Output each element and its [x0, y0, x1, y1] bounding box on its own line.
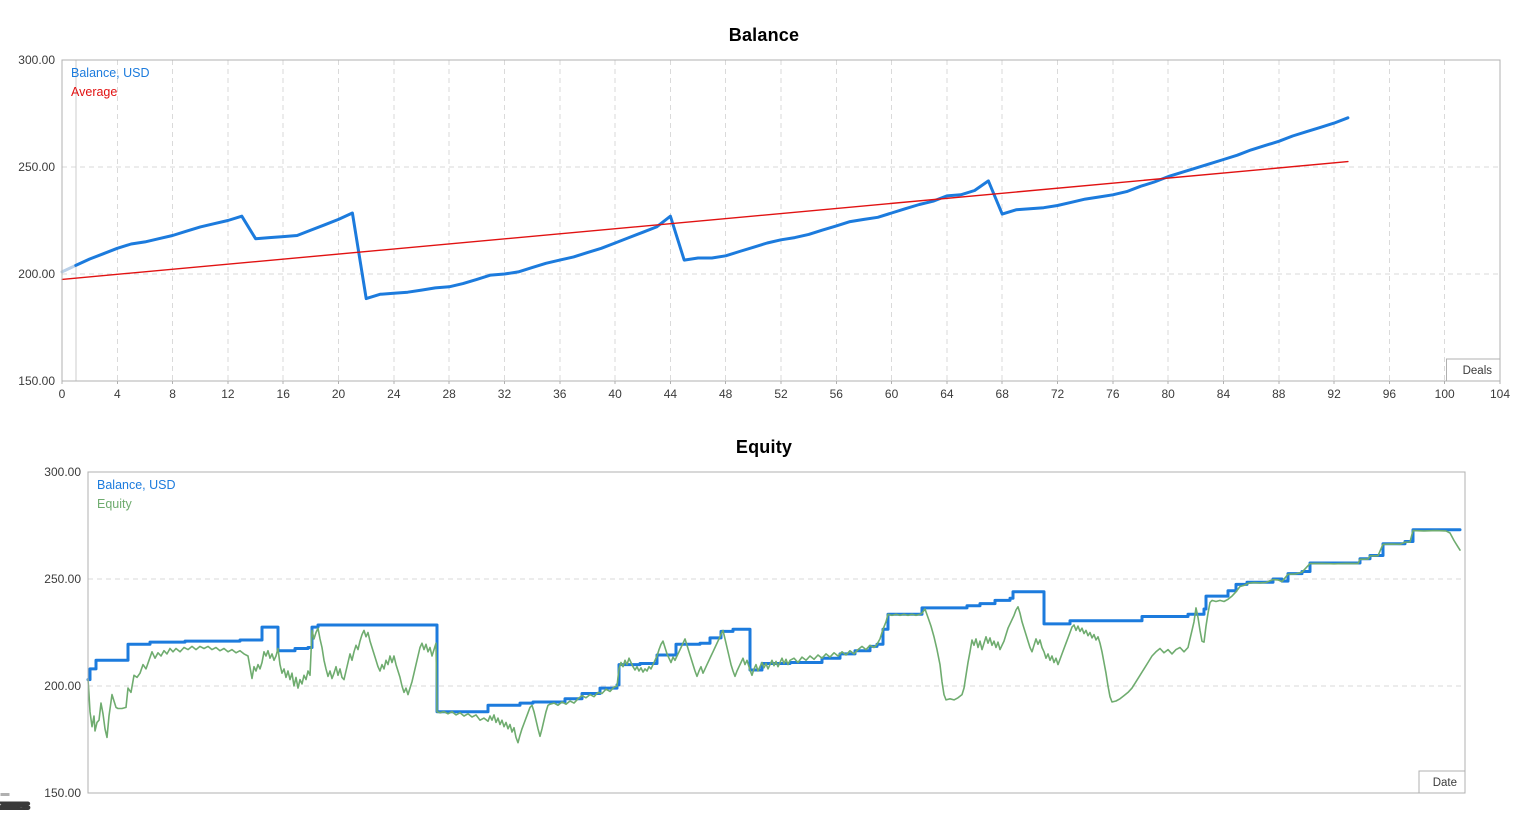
- deals-axis-name: Deals: [1463, 365, 1493, 377]
- x-axis-label: 05.2023: [0, 799, 27, 813]
- y-axis-label: 250.00: [44, 572, 81, 586]
- axis-ticks: [0, 793, 10, 796]
- balance-chart-title: Balance: [728, 25, 800, 45]
- legend-equity: Equity: [97, 497, 132, 511]
- x-axis-label: 8: [169, 387, 176, 401]
- axis-name-box: [1418, 770, 1466, 794]
- x-axis-label: 36: [553, 387, 567, 401]
- x-axis-labels: 0 4 8 12 16 20 24 28 32 36 40 44 48 52 56 60 64 68 72 76 80 8…: [59, 387, 1511, 401]
- x-axis-label: 04.2023: [0, 799, 26, 813]
- x-axis-label: 88: [1272, 387, 1286, 401]
- y-axis-label: 150.00: [18, 374, 55, 388]
- x-axis-label: 92: [1327, 387, 1341, 401]
- x-axis-label: 09.2023: [0, 799, 31, 813]
- y-axis-label: 200.00: [18, 267, 55, 281]
- axis-ticks: [61, 381, 1501, 384]
- x-axis-label: 48: [719, 387, 733, 401]
- x-axis-label: 04.2023: [0, 799, 26, 813]
- plot-background: [62, 60, 1500, 381]
- equity-chart-title: Equity: [735, 437, 793, 457]
- y-axis-label: 200.00: [44, 679, 81, 693]
- x-axis-label: 56: [830, 387, 844, 401]
- y-axis-label: 250.00: [18, 160, 55, 174]
- x-axis-label: 06.2023: [0, 799, 28, 813]
- date-axis-name: Date: [1433, 777, 1457, 789]
- x-axis-label: 05.2023: [0, 799, 27, 813]
- x-axis-label: 16: [277, 387, 291, 401]
- x-axis-label: 02.2023: [0, 799, 24, 813]
- balance-step-line: [86, 528, 1462, 714]
- x-axis-label: 01.2023: [0, 799, 23, 813]
- x-axis-label: 60: [885, 387, 899, 401]
- equity-line: [87, 529, 1461, 744]
- x-axis-label: 03.2023: [0, 799, 25, 813]
- plot-background: [88, 472, 1465, 793]
- plot-border: [87, 471, 1466, 794]
- legend-balance-usd: Balance, USD: [71, 66, 150, 80]
- balance-initial-segment: [60, 263, 78, 274]
- axis-name-box: [1446, 358, 1501, 382]
- x-axis-label: 24: [387, 387, 401, 401]
- x-axis-labels: 01.202302.202302.202303.202303.202303.20…: [0, 799, 31, 813]
- x-axis-label: 06.2023: [0, 799, 28, 813]
- x-axis-label: 20: [332, 387, 346, 401]
- x-axis-label: 02.2023: [0, 799, 24, 813]
- x-axis-label: 64: [940, 387, 954, 401]
- x-axis-label: 80: [1161, 387, 1175, 401]
- gridlines: [88, 578, 1465, 687]
- x-axis-label: 28: [442, 387, 456, 401]
- y-axis-label: 150.00: [44, 786, 81, 800]
- x-axis-label: 40: [608, 387, 622, 401]
- x-axis-label: 84: [1217, 387, 1231, 401]
- x-axis-label: 08.2023: [0, 799, 30, 813]
- y-axis-label: 300.00: [18, 53, 55, 67]
- x-axis-label: 0: [59, 387, 66, 401]
- x-axis-label: 52: [774, 387, 788, 401]
- x-axis-label: 03.2023: [0, 799, 25, 813]
- x-axis-label: 03.2023: [0, 799, 25, 813]
- x-axis-label: 44: [664, 387, 678, 401]
- balance-line: [74, 116, 1350, 301]
- legend-balance-usd: Balance, USD: [97, 478, 176, 492]
- y-axis-labels: 300.00 250.00 200.00 150.00: [44, 465, 81, 800]
- x-axis-label: 06.2023: [0, 799, 28, 813]
- x-axis-label: 32: [498, 387, 512, 401]
- x-axis-label: 05.2023: [0, 799, 27, 813]
- x-axis-label: 104: [1490, 387, 1510, 401]
- gridlines: [62, 60, 1500, 381]
- x-axis-label: 68: [996, 387, 1010, 401]
- x-axis-label: 72: [1051, 387, 1065, 401]
- x-axis-label: 12: [221, 387, 235, 401]
- legend-average: Average: [71, 85, 117, 99]
- plot-border: [61, 59, 1501, 382]
- y-axis-label: 300.00: [44, 465, 81, 479]
- x-axis-label: 76: [1106, 387, 1120, 401]
- x-axis-label: 07.2023: [0, 799, 29, 813]
- x-axis-label: 100: [1435, 387, 1455, 401]
- x-axis-label: 08.2023: [0, 799, 30, 813]
- y-axis-labels: 300.00 250.00 200.00 150.00: [18, 53, 55, 388]
- x-axis-label: 96: [1383, 387, 1397, 401]
- average-line: [61, 160, 1349, 281]
- x-axis-label: 4: [114, 387, 121, 401]
- x-axis-label: 07.2023: [0, 799, 29, 813]
- x-axis-label: 08.2023: [0, 799, 30, 813]
